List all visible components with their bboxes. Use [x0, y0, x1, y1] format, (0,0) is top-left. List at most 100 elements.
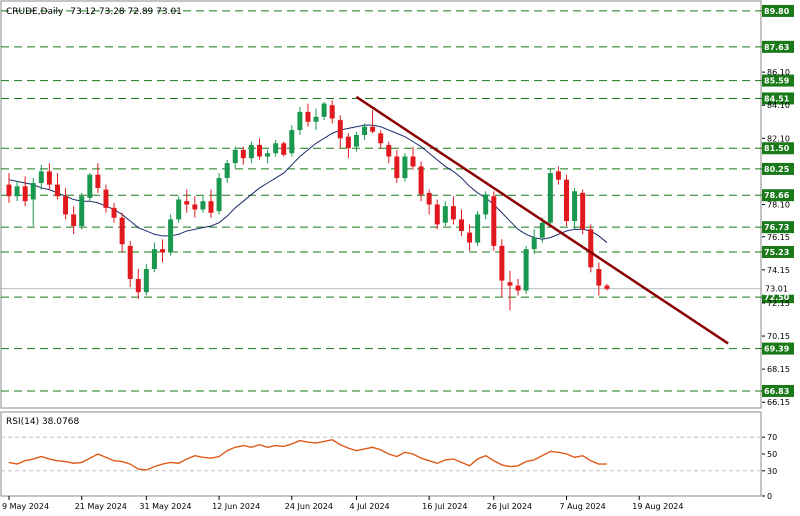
level-label: 87.63	[764, 43, 789, 52]
candle-body	[596, 269, 602, 286]
candle-body	[111, 207, 117, 218]
candle-body	[362, 126, 368, 136]
candle-body	[200, 201, 206, 210]
y-tick-label: 72.15	[767, 299, 790, 308]
candle-body	[256, 144, 262, 157]
candle-body	[265, 153, 271, 157]
candle-body	[337, 120, 343, 139]
level-tag	[762, 221, 794, 234]
y-tick-label: 74.15	[767, 266, 790, 275]
level-tag	[762, 40, 794, 53]
level-label: 69.39	[764, 345, 790, 354]
downtrend-line	[355, 95, 729, 345]
candle-body	[232, 149, 238, 164]
y-tick-label: 78.10	[767, 201, 790, 210]
trendline[interactable]	[355, 95, 729, 345]
x-tick-label: 26 Jul 2024	[487, 502, 532, 511]
candle-body	[176, 199, 182, 220]
x-tick-label: 16 Jul 2024	[422, 502, 467, 511]
candle-body	[572, 191, 578, 222]
level-label: 66.83	[764, 387, 789, 396]
candle-body	[329, 105, 335, 119]
current-price-tag	[762, 282, 794, 295]
candle-body	[402, 156, 408, 179]
symbol-label: CRUDE,Daily	[6, 7, 64, 17]
level-tag	[762, 74, 794, 87]
candle-body	[353, 135, 359, 147]
rsi-tick-label: 70	[767, 433, 777, 442]
candle-body	[426, 192, 432, 205]
level-tag	[762, 384, 794, 397]
candle-body	[151, 249, 157, 270]
moving-average	[8, 124, 608, 243]
candle-body	[14, 186, 20, 197]
candles	[6, 100, 610, 311]
candle-body	[483, 194, 489, 215]
candle-body	[6, 184, 12, 197]
level-label: 81.50	[764, 144, 790, 153]
candle-body	[305, 111, 311, 122]
candle-body	[87, 174, 93, 198]
candle-body	[531, 237, 537, 250]
candle-body	[216, 178, 222, 212]
x-tick-label: 24 Jun 2024	[285, 502, 333, 511]
candle-body	[410, 156, 416, 167]
candle-body	[580, 192, 586, 230]
candle-body	[224, 163, 230, 179]
level-tag	[762, 342, 794, 355]
x-tick-label: 19 Aug 2024	[632, 502, 683, 511]
ma-line	[8, 124, 608, 243]
current-price-label: 73.01	[765, 285, 788, 294]
candle-body	[458, 219, 464, 231]
candle-body	[240, 149, 246, 159]
candle-body	[22, 186, 28, 202]
candle-body	[394, 156, 400, 179]
candle-body	[467, 232, 473, 243]
level-label: 78.66	[764, 191, 790, 200]
candle-body	[168, 219, 174, 253]
candle-body	[95, 174, 101, 188]
candle-body	[54, 184, 60, 197]
candle-body	[450, 206, 456, 220]
level-tag	[762, 245, 794, 258]
candle-body	[38, 171, 44, 183]
candle-body	[71, 214, 77, 227]
y-tick-label: 76.15	[767, 233, 790, 242]
main-pane-frame	[0, 0, 762, 409]
candle-body	[192, 204, 198, 210]
candle-body	[491, 196, 497, 246]
candle-body	[442, 206, 448, 223]
candle-body	[313, 116, 319, 122]
level-label: 75.23	[764, 248, 789, 257]
candle-body	[289, 130, 295, 154]
candle-body	[370, 126, 376, 132]
candle-body	[281, 143, 287, 155]
candle-body	[248, 144, 254, 159]
level-label: 84.51	[764, 94, 790, 103]
x-tick-label: 21 May 2024	[75, 502, 127, 511]
candle-body	[30, 182, 36, 200]
candle-body	[345, 136, 351, 149]
rsi-tick-label: 30	[767, 467, 777, 476]
candle-body	[515, 285, 521, 291]
date-axis: 9 May 2024 21 May 2024 31 May 2024 12 Jun 2…	[2, 496, 683, 511]
price-axis: 89.80 87.63 85.59 84.51 81.50 80.25 78.66 76.73…	[762, 4, 794, 407]
rsi-line	[8, 438, 607, 471]
y-tick-label: 84.10	[767, 101, 790, 110]
candle-body	[273, 143, 279, 154]
candle-body	[564, 179, 570, 222]
x-tick-label: 31 May 2024	[139, 502, 191, 511]
rsi-polyline	[8, 438, 607, 471]
candle-body	[539, 222, 545, 238]
level-label: 89.80	[764, 7, 790, 16]
candle-body	[297, 111, 303, 131]
level-tag	[762, 142, 794, 155]
rsi-tick-label: 50	[767, 450, 777, 459]
x-tick-label: 12 Jun 2024	[212, 502, 260, 511]
x-tick-label: 7 Aug 2024	[560, 502, 606, 511]
y-tick-label: 86.10	[767, 68, 790, 77]
level-label: 80.25	[764, 165, 790, 174]
candle-body	[63, 196, 69, 215]
ohlc-values: 73.12 73.28 72.89 73.01	[70, 7, 182, 17]
